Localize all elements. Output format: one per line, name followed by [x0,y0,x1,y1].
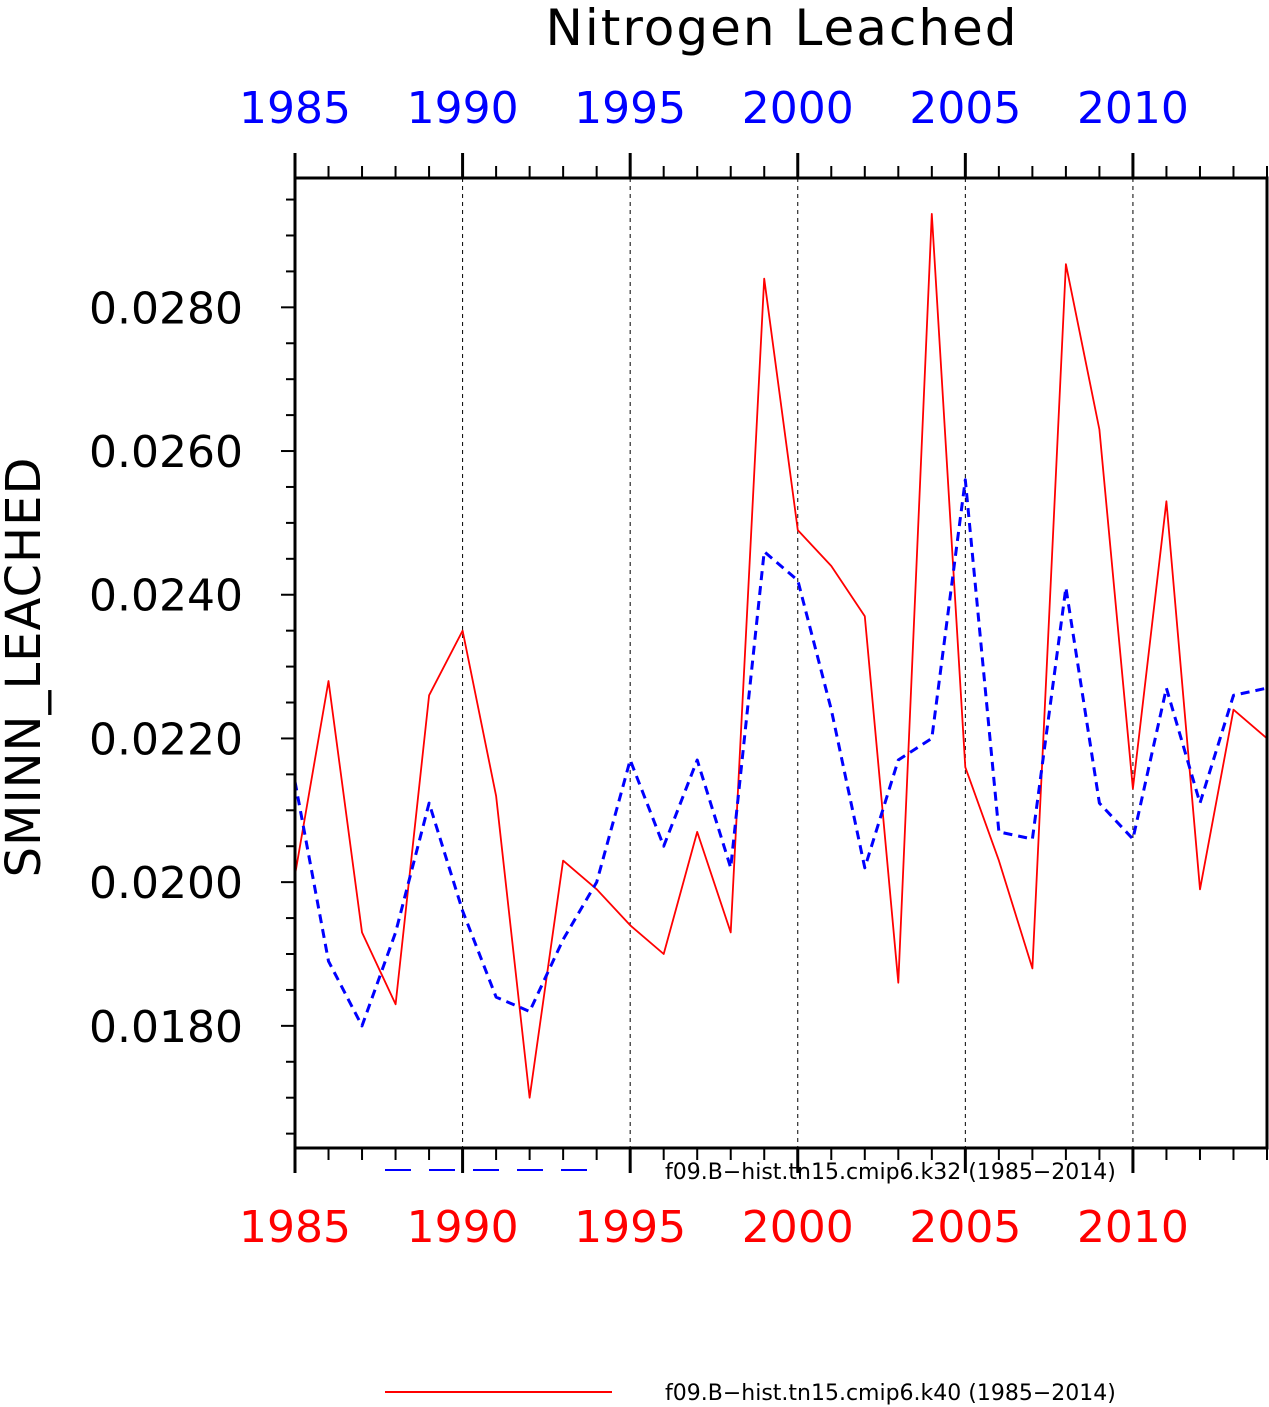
x-tick-label-top: 2010 [1077,83,1189,134]
x-tick-label-bottom: 2005 [909,1202,1021,1253]
x-tick-label-top: 1995 [574,83,686,134]
y-tick-label: 0.0260 [89,427,243,478]
legend-label-k40: f09.B−hist.tn15.cmip6.k40 (1985−2014) [665,1381,1116,1406]
y-tick-label: 0.0280 [89,283,243,334]
series-line-k32 [295,478,1267,1028]
x-tick-label-bottom: 2010 [1077,1202,1189,1253]
x-tick-label-bottom: 2000 [742,1202,854,1253]
y-axis-label: SMINN_LEACHED [0,457,52,878]
x-tick-label-bottom: 1995 [574,1202,686,1253]
x-tick-label-top: 1985 [239,83,351,134]
x-tick-label-bottom: 1985 [239,1202,351,1253]
x-tick-label-top: 2000 [742,83,854,134]
y-tick-label: 0.0200 [89,858,243,909]
chart-title: Nitrogen Leached [545,0,1018,57]
series-line-k40 [295,212,1267,1099]
vertical-gridlines [462,178,1134,1148]
y-tick-label: 0.0220 [89,714,243,765]
y-tick-labels: 0.0180 0.0200 0.0220 0.0240 0.0260 0.0280 [89,283,243,1053]
x-tick-labels-bottom: 1985 1990 1995 2000 2005 2010 [239,1202,1189,1253]
x-tick-label-top: 1990 [407,83,519,134]
legend: f09.B−hist.tn15.cmip6.k32 (1985−2014) f0… [385,1160,1116,1406]
x-tick-label-top: 2005 [909,83,1021,134]
legend-label-k32: f09.B−hist.tn15.cmip6.k32 (1985−2014) [665,1160,1116,1185]
x-tick-label-bottom: 1990 [407,1202,519,1253]
axis-ticks [281,153,1268,1173]
y-tick-label: 0.0240 [89,571,243,622]
series-lines [295,212,1267,1099]
y-tick-label: 0.0180 [89,1002,243,1053]
x-tick-labels-top: 1985 1990 1995 2000 2005 2010 [239,83,1189,134]
plot-frame [293,176,1269,1150]
plot-border [293,176,1269,1150]
